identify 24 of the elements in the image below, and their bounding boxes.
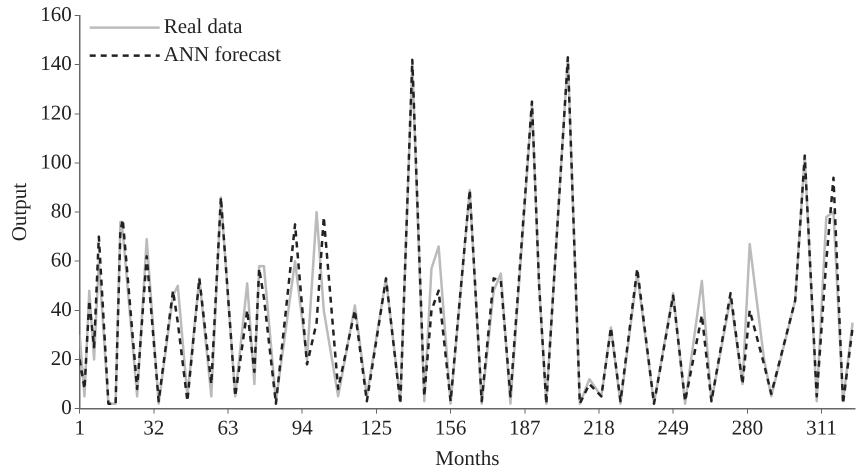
x-tick-label: 94	[292, 416, 314, 440]
legend-label: Real data	[164, 14, 244, 38]
x-tick-label: 187	[509, 416, 541, 440]
y-tick-label: 60	[50, 248, 72, 272]
y-tick-label: 120	[40, 100, 72, 124]
x-axis-title: Months	[435, 446, 500, 470]
y-tick-label: 140	[40, 51, 72, 76]
x-tick-label: 156	[434, 416, 466, 440]
legend-label: ANN forecast	[164, 42, 282, 66]
x-tick-label: 280	[732, 416, 764, 440]
y-tick-label: 80	[50, 198, 72, 223]
y-tick-label: 20	[50, 346, 72, 370]
x-tick-label: 1	[74, 416, 85, 440]
y-tick-label: 0	[61, 395, 72, 420]
x-tick-label: 311	[806, 416, 837, 440]
y-axis-title: Output	[7, 182, 32, 242]
y-tick-label: 100	[40, 149, 72, 174]
x-tick-label: 249	[657, 416, 689, 440]
y-tick-label: 160	[40, 2, 72, 26]
x-tick-label: 218	[583, 416, 615, 440]
y-tick-label: 40	[50, 296, 72, 321]
x-tick-label: 125	[360, 416, 392, 440]
x-tick-label: 63	[218, 416, 239, 440]
x-tick-label: 32	[143, 416, 164, 440]
